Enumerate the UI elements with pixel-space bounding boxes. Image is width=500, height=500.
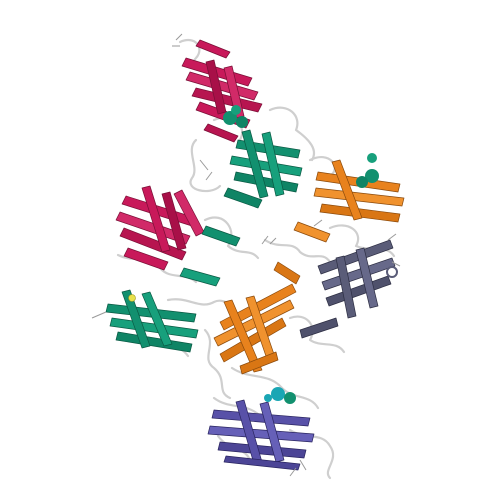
teal-domain-upper — [179, 129, 303, 287]
crimson-domain-left — [115, 185, 205, 271]
teal-domain-left — [105, 289, 199, 353]
orange-domain-lower — [213, 283, 297, 375]
ligand-cyan-bottom — [264, 387, 296, 404]
slate-domain-right — [299, 239, 396, 339]
indigo-domain-bottom — [207, 399, 315, 471]
ligand-yellow-left — [128, 294, 136, 302]
side-chain-sticks — [91, 33, 401, 477]
crimson-domain-top — [181, 39, 263, 143]
ligand-teal-top — [223, 105, 248, 128]
ligand-slate-ring — [386, 266, 398, 278]
ligand-teal-orange — [356, 153, 379, 188]
bound-ligands — [128, 105, 398, 404]
